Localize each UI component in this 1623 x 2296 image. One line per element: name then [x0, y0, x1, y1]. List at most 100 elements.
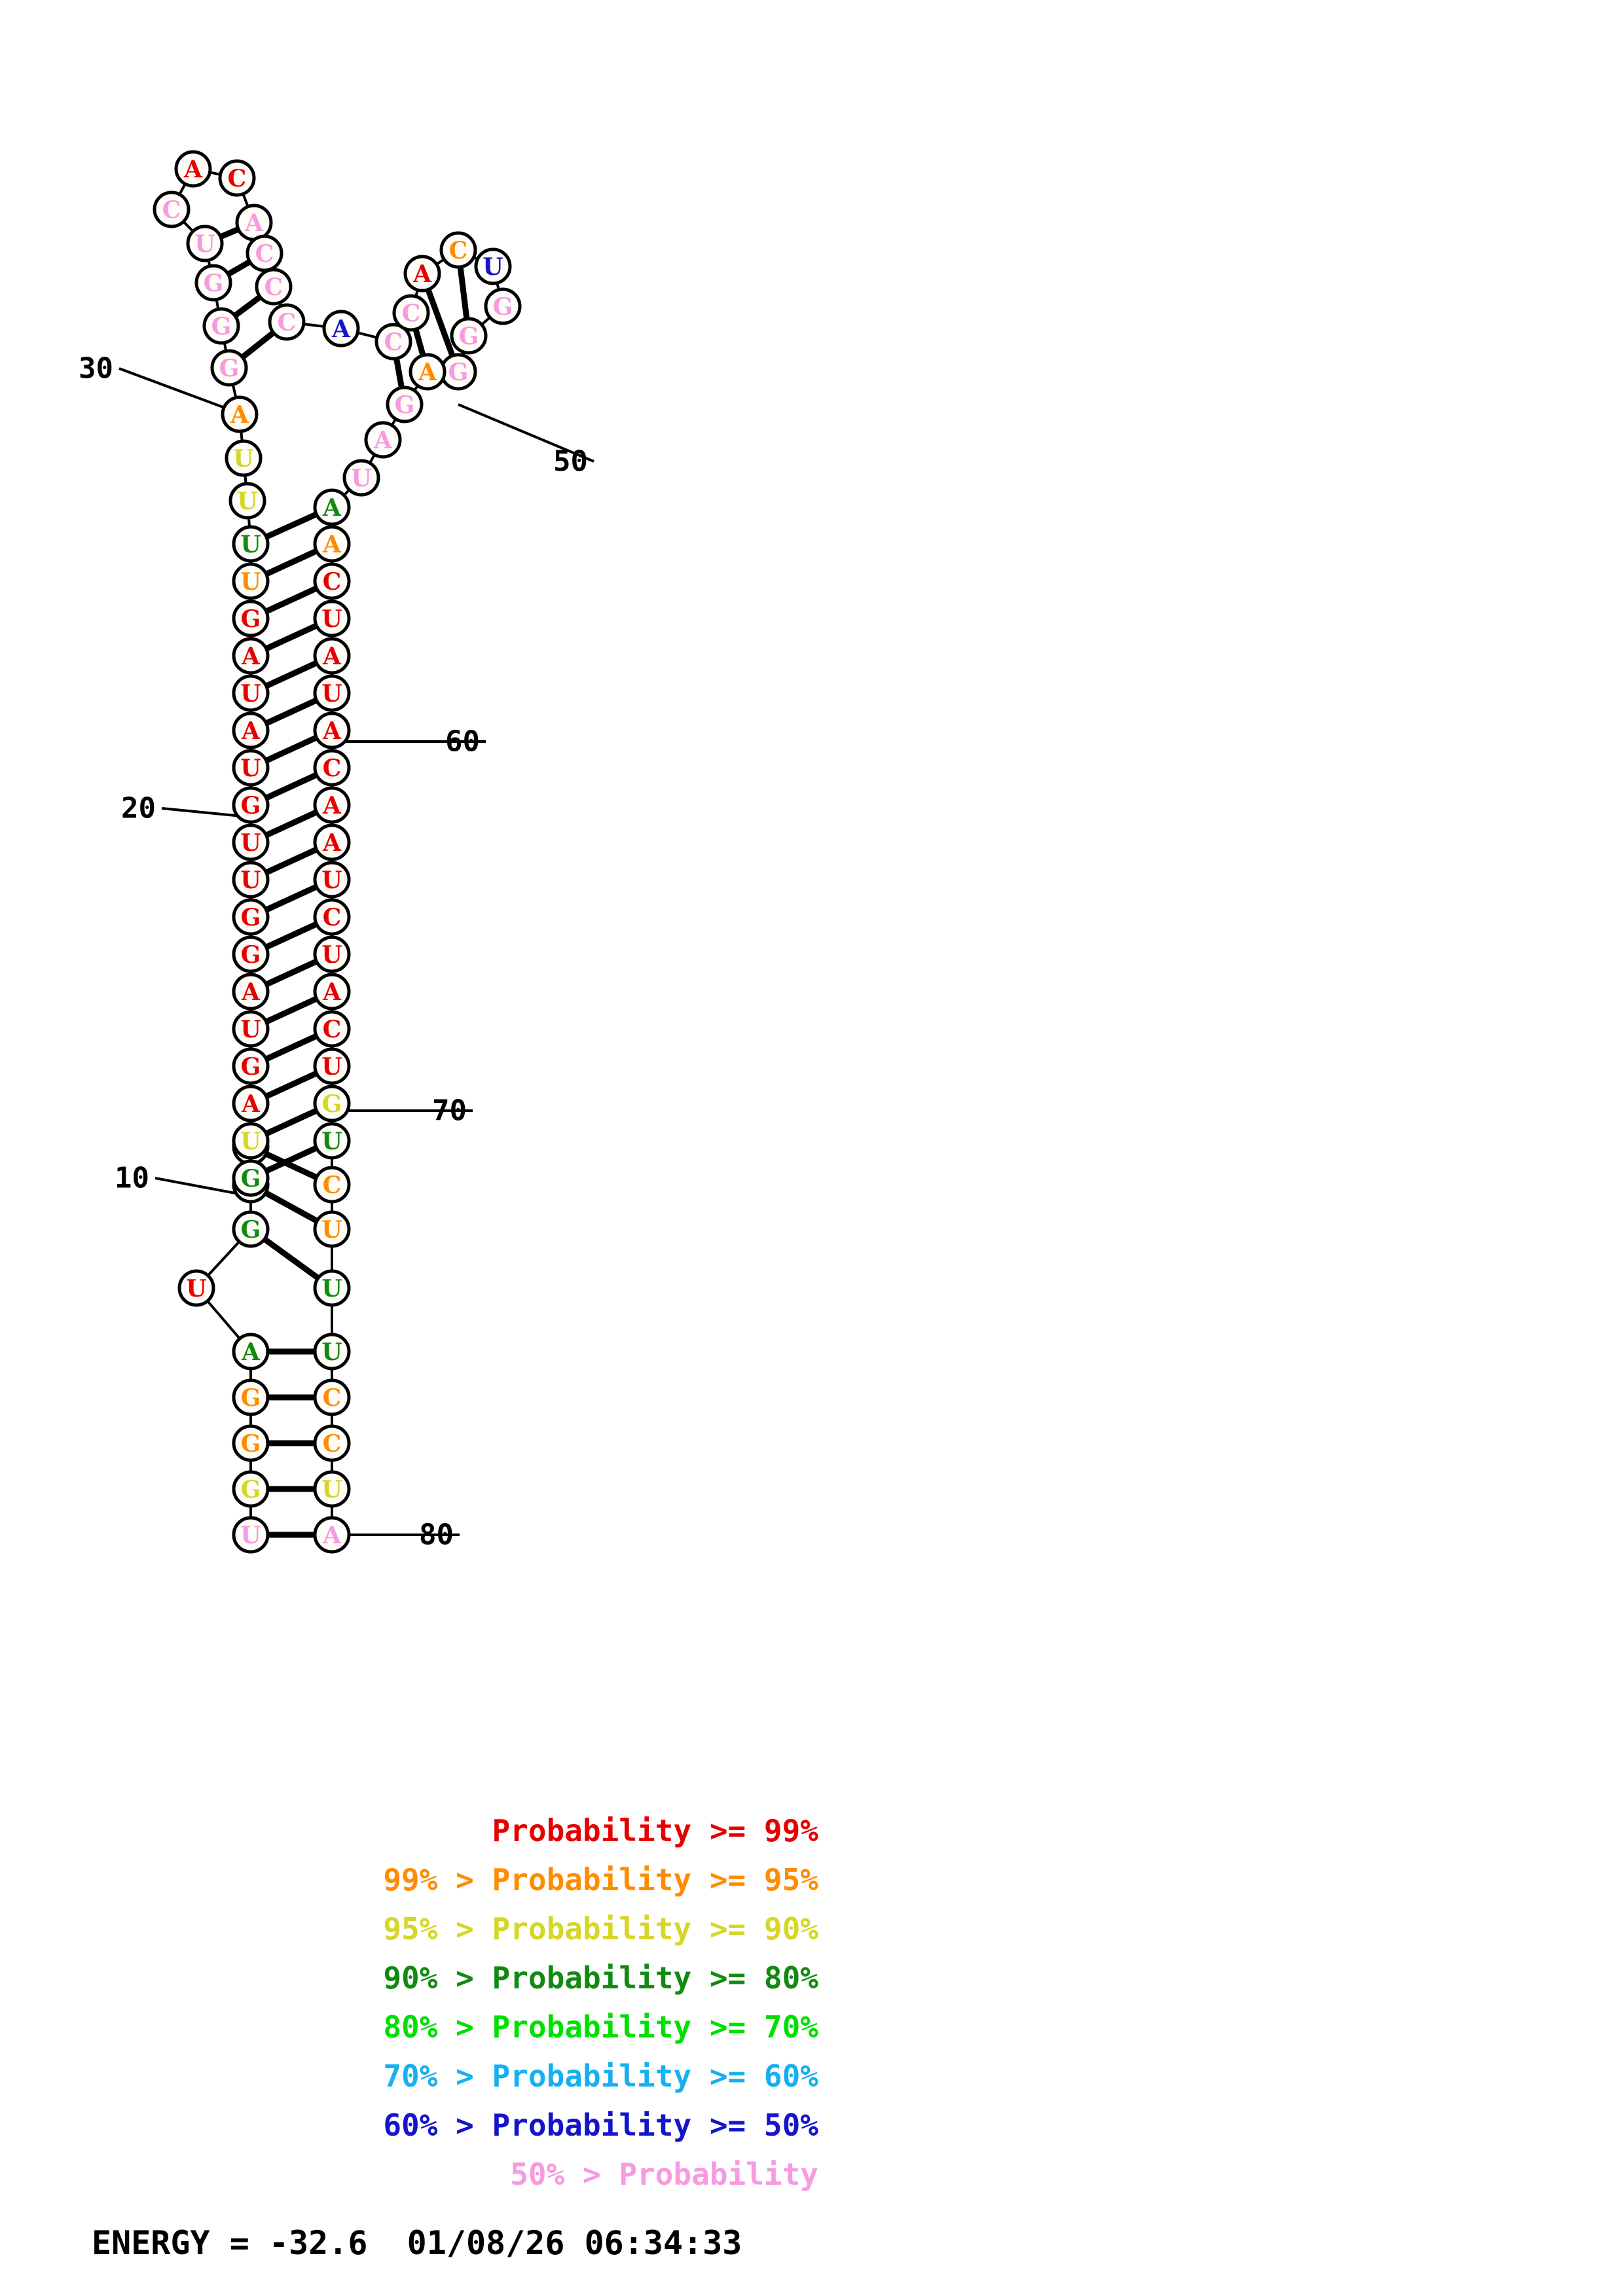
nucleotide-letter: A	[373, 427, 393, 454]
nucleotide-node[interactable]: C	[313, 1378, 351, 1416]
nucleotide-node[interactable]: C	[439, 231, 477, 269]
legend-p60: 70% > Probability >= 60%	[383, 2058, 818, 2094]
nucleotide-node[interactable]: U	[313, 1047, 351, 1085]
nucleotide-node[interactable]: A	[313, 973, 351, 1011]
nucleotide-node[interactable]: C	[268, 303, 306, 341]
nucleotide-circle	[232, 823, 270, 861]
nucleotide-circle	[202, 307, 240, 345]
nucleotide-node[interactable]: G	[232, 898, 270, 936]
nucleotide-node[interactable]: C	[218, 159, 256, 197]
nucleotide-node[interactable]: C	[246, 234, 283, 272]
nucleotide-node[interactable]: G	[439, 353, 477, 391]
nucleotide-node[interactable]: G	[313, 1085, 351, 1122]
nucleotide-node[interactable]: A	[403, 255, 441, 293]
nucleotide-node[interactable]: A	[232, 1085, 270, 1122]
nucleotide-circle	[313, 1210, 351, 1248]
nucleotide-node[interactable]: U	[177, 1269, 215, 1307]
nucleotide-node[interactable]: G	[232, 786, 270, 824]
nucleotide-node[interactable]: A	[364, 421, 402, 459]
nucleotide-node[interactable]: G	[232, 1470, 270, 1508]
nucleotide-node[interactable]: G	[232, 1047, 270, 1085]
nucleotide-node[interactable]: U	[313, 1210, 351, 1248]
nucleotide-node[interactable]: U	[232, 562, 270, 600]
nucleotide-circle	[232, 711, 270, 749]
nucleotide-node[interactable]: G	[232, 1210, 270, 1248]
nucleotide-node[interactable]: U	[313, 861, 351, 899]
nucleotide-circle	[313, 1085, 351, 1122]
nucleotide-letter: G	[459, 323, 479, 350]
nucleotide-node[interactable]: C	[313, 562, 351, 600]
nucleotide-node[interactable]: C	[374, 323, 412, 361]
nucleotide-node[interactable]: C	[313, 1010, 351, 1048]
nucleotide-letter: A	[241, 717, 261, 745]
nucleotide-node[interactable]: A	[322, 310, 360, 348]
nucleotide-letter: U	[321, 1275, 342, 1302]
nucleotide-node[interactable]: U	[313, 1470, 351, 1508]
backbone-segment	[357, 331, 378, 339]
nucleotide-node[interactable]: A	[232, 973, 270, 1011]
nucleotide-node[interactable]: U	[313, 1333, 351, 1371]
nucleotide-node[interactable]: C	[313, 749, 351, 787]
nucleotide-node[interactable]: A	[232, 711, 270, 749]
nucleotide-node[interactable]: U	[232, 749, 270, 787]
nucleotide-node[interactable]: U	[313, 1122, 351, 1160]
nucleotide-node[interactable]: U	[228, 482, 266, 520]
nucleotide-circle	[342, 459, 380, 497]
nucleotide-node[interactable]: A	[313, 786, 351, 824]
nucleotide-node[interactable]: U	[342, 459, 380, 497]
nucleotide-node[interactable]: A	[313, 711, 351, 749]
nucleotide-node[interactable]: G	[210, 349, 248, 387]
nucleotide-node[interactable]: C	[153, 190, 191, 228]
nucleotide-node[interactable]: U	[186, 224, 224, 262]
nucleotide-node[interactable]: G	[232, 935, 270, 973]
nucleotide-node[interactable]: U	[232, 674, 270, 712]
nucleotide-node[interactable]: A	[313, 823, 351, 861]
nucleotide-node[interactable]: U	[313, 600, 351, 637]
nucleotide-node[interactable]: A	[313, 637, 351, 675]
nucleotide-node[interactable]: G	[232, 1424, 270, 1462]
nucleotide-node[interactable]: G	[232, 1378, 270, 1416]
nucleotide-node[interactable]: G	[194, 264, 232, 302]
nucleotide-node[interactable]: A	[313, 1516, 351, 1554]
nucleotide-letter: U	[186, 1275, 206, 1302]
nucleotide-node[interactable]: C	[255, 268, 293, 306]
nucleotide-node[interactable]: C	[313, 898, 351, 936]
nucleotide-node[interactable]: G	[202, 307, 240, 345]
nucleotide-letter: A	[322, 792, 342, 819]
nucleotide-node[interactable]: U	[313, 674, 351, 712]
nucleotide-letter: C	[323, 1384, 342, 1412]
nucleotide-node[interactable]: G	[232, 1159, 270, 1197]
legend-p80: 90% > Probability >= 80%	[383, 1960, 818, 1996]
nucleotide-node[interactable]: A	[313, 525, 351, 563]
nucleotide-node[interactable]: A	[409, 353, 447, 391]
position-label-10: 10	[115, 1162, 149, 1195]
nucleotide-letter: C	[255, 240, 274, 268]
nucleotide-node[interactable]: U	[232, 1010, 270, 1048]
nucleotide-node[interactable]: U	[232, 823, 270, 861]
nucleotide-letter: U	[321, 1053, 342, 1081]
nucleotide-circle	[313, 935, 351, 973]
nucleotide-node[interactable]: G	[232, 600, 270, 637]
nucleotide-node[interactable]: A	[232, 637, 270, 675]
nucleotide-node[interactable]: U	[232, 525, 270, 563]
nucleotide-node[interactable]: G	[450, 317, 488, 355]
nucleotide-node[interactable]: U	[232, 861, 270, 899]
nucleotide-node[interactable]: U	[313, 1269, 351, 1307]
nucleotide-node[interactable]: U	[232, 1122, 270, 1160]
nucleotide-node[interactable]: U	[313, 935, 351, 973]
nucleotide-node[interactable]: A	[174, 150, 212, 188]
nucleotide-node[interactable]: A	[232, 1333, 270, 1371]
nucleotide-node[interactable]: A	[313, 488, 351, 526]
nucleotide-node[interactable]: G	[386, 386, 424, 423]
nucleotide-node[interactable]: U	[232, 1516, 270, 1554]
nucleotide-node[interactable]: A	[221, 395, 259, 433]
nucleotide-node[interactable]: G	[484, 287, 522, 325]
nucleotide-letter: C	[278, 309, 297, 336]
nucleotide-node[interactable]: U	[474, 247, 512, 285]
nucleotide-node[interactable]: C	[392, 294, 430, 332]
nucleotide-node[interactable]: C	[313, 1424, 351, 1462]
nucleotide-letter: A	[322, 829, 342, 857]
nucleotide-node[interactable]: U	[225, 439, 263, 477]
nucleotide-node[interactable]: A	[235, 204, 273, 242]
nucleotide-node[interactable]: C	[313, 1166, 351, 1204]
